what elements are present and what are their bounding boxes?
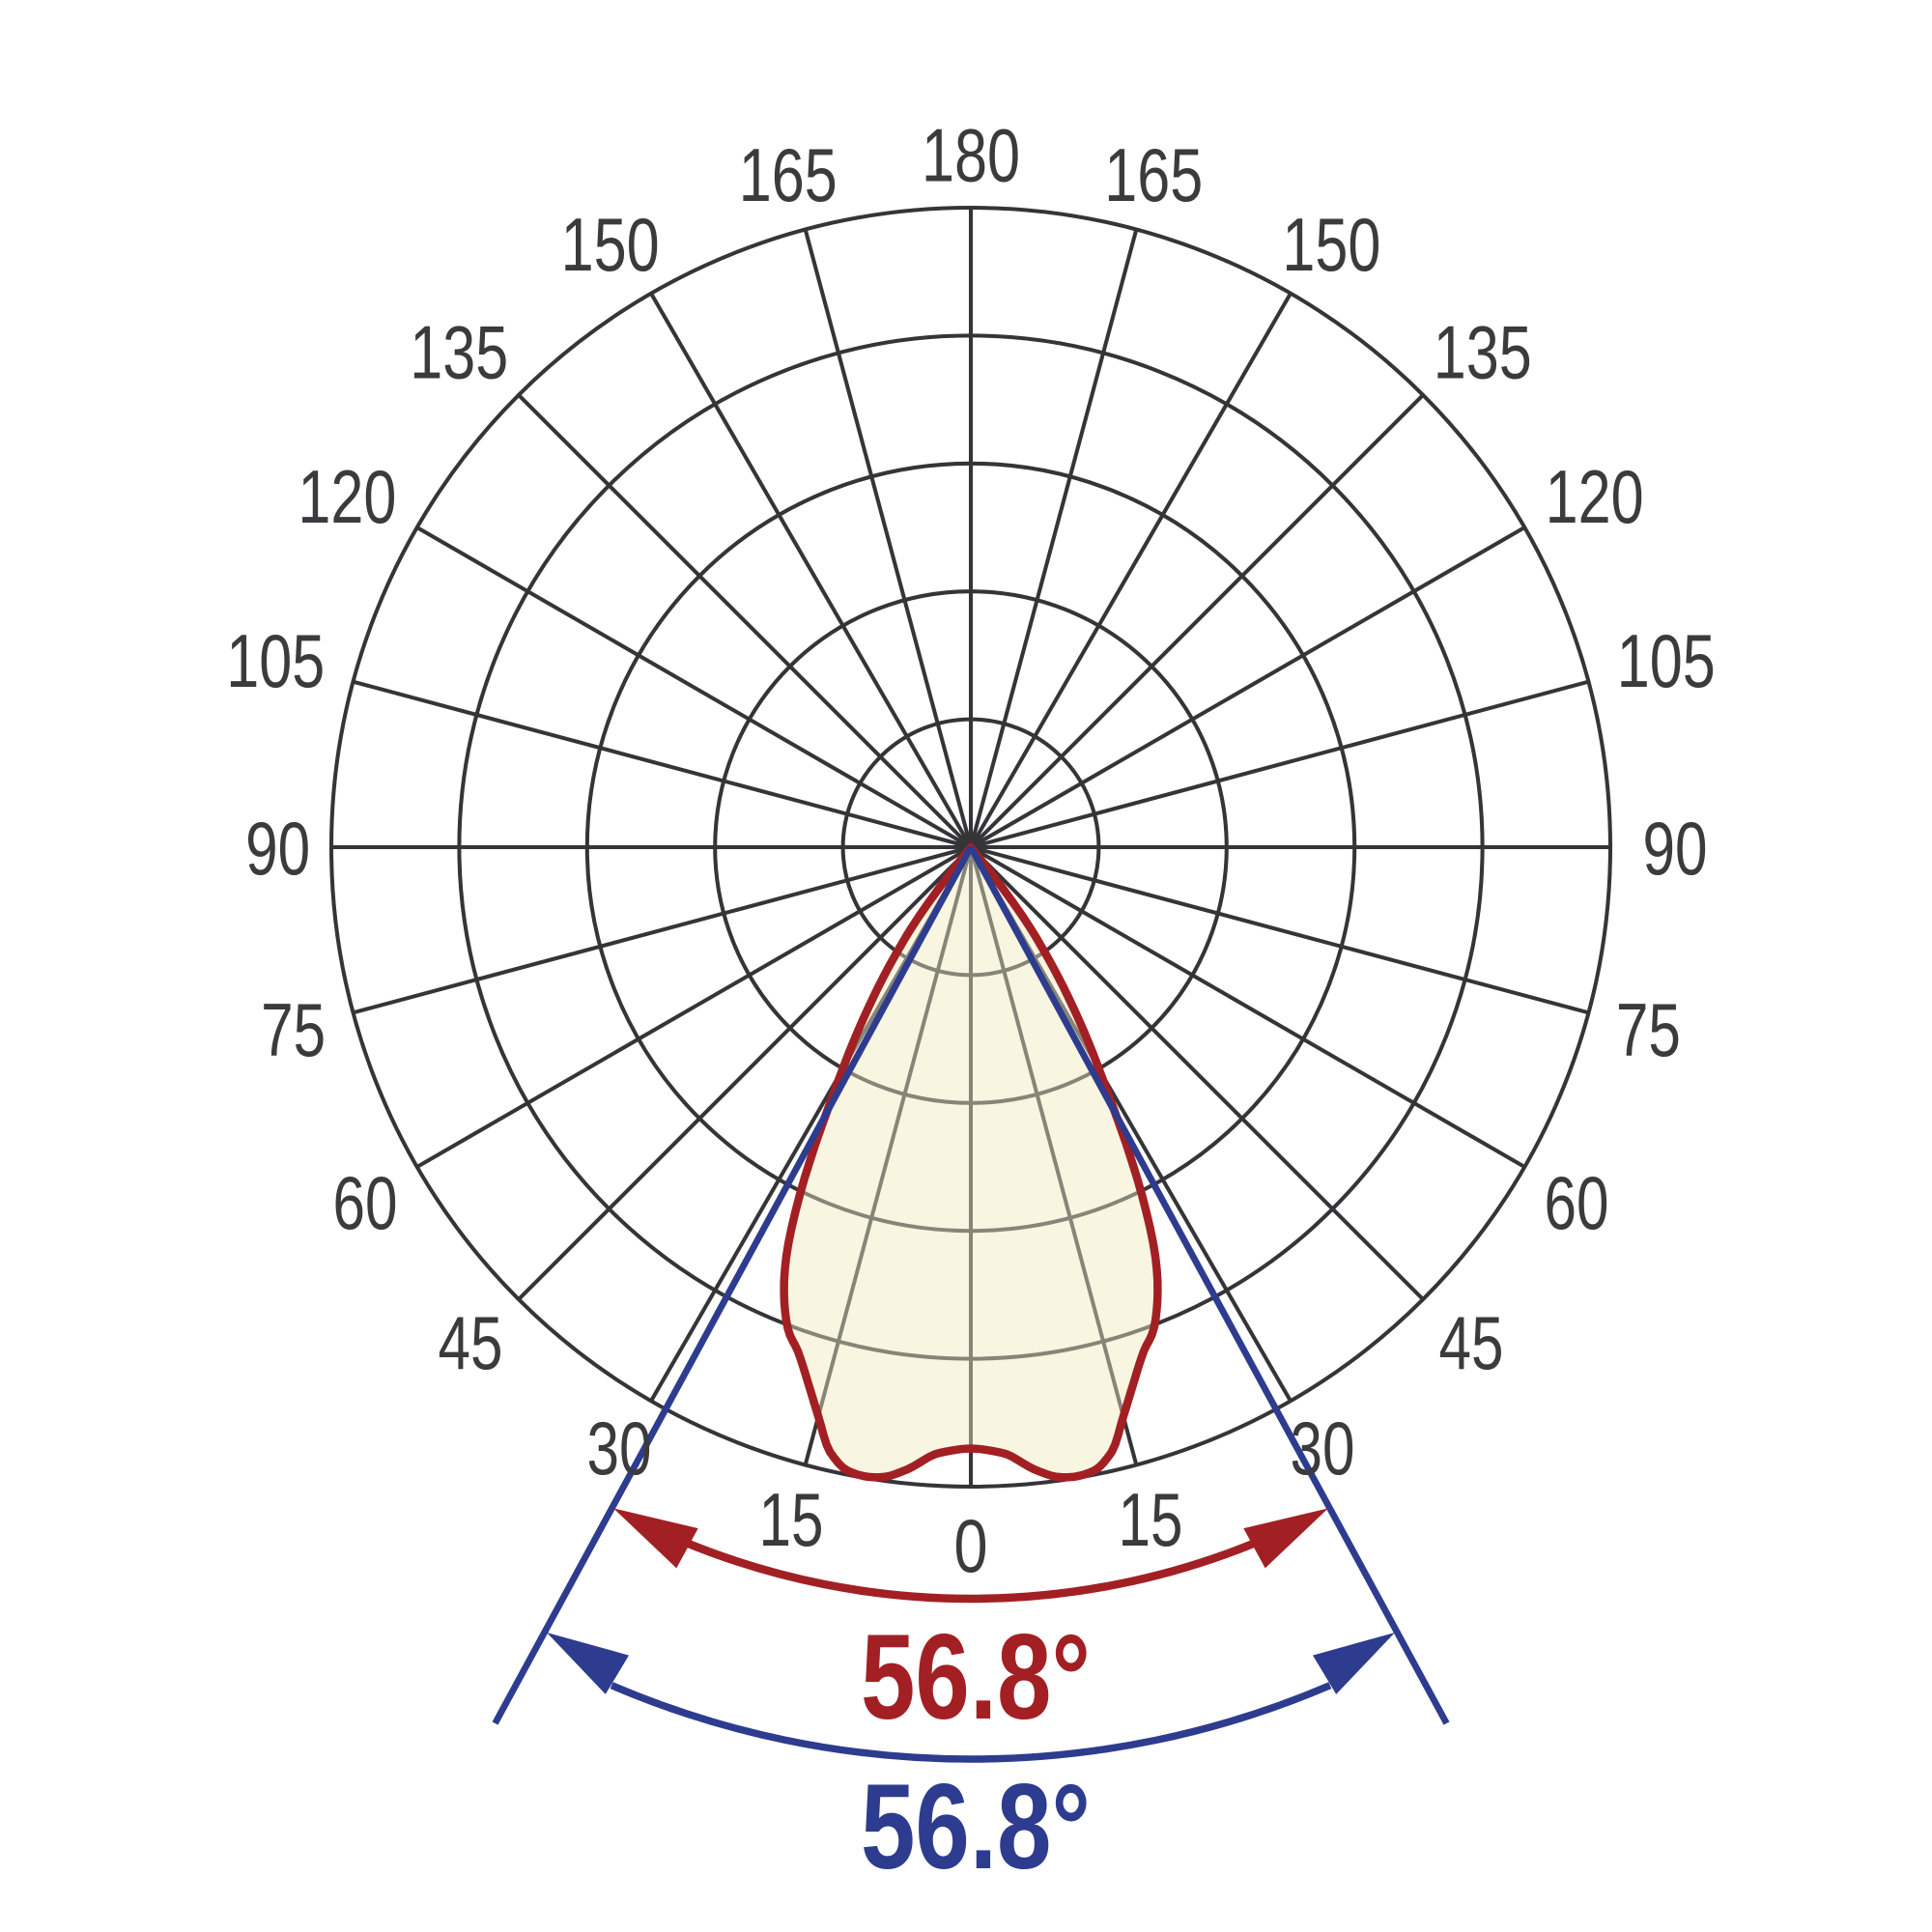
svg-text:105: 105 (1617, 618, 1716, 703)
svg-text:150: 150 (1282, 202, 1380, 287)
svg-text:135: 135 (410, 309, 508, 394)
svg-text:75: 75 (1616, 987, 1681, 1072)
svg-text:15: 15 (1119, 1477, 1183, 1562)
svg-text:90: 90 (1643, 806, 1708, 891)
svg-text:150: 150 (561, 202, 660, 287)
svg-text:45: 45 (1439, 1300, 1504, 1385)
svg-text:90: 90 (245, 806, 310, 891)
svg-text:165: 165 (1104, 132, 1203, 217)
svg-text:105: 105 (226, 618, 325, 703)
svg-text:15: 15 (759, 1477, 824, 1562)
svg-text:30: 30 (1291, 1406, 1355, 1491)
svg-text:165: 165 (739, 132, 838, 217)
svg-text:60: 60 (1545, 1160, 1609, 1245)
svg-text:56.8°: 56.8° (861, 1610, 1091, 1745)
svg-text:120: 120 (1546, 454, 1644, 539)
svg-text:56.8°: 56.8° (861, 1760, 1091, 1894)
svg-text:135: 135 (1434, 309, 1532, 394)
svg-text:75: 75 (261, 987, 326, 1072)
svg-text:180: 180 (922, 112, 1020, 197)
svg-text:45: 45 (439, 1300, 503, 1385)
svg-text:0: 0 (954, 1503, 988, 1588)
svg-text:60: 60 (333, 1160, 398, 1245)
svg-text:30: 30 (587, 1406, 652, 1491)
svg-text:120: 120 (298, 454, 396, 539)
